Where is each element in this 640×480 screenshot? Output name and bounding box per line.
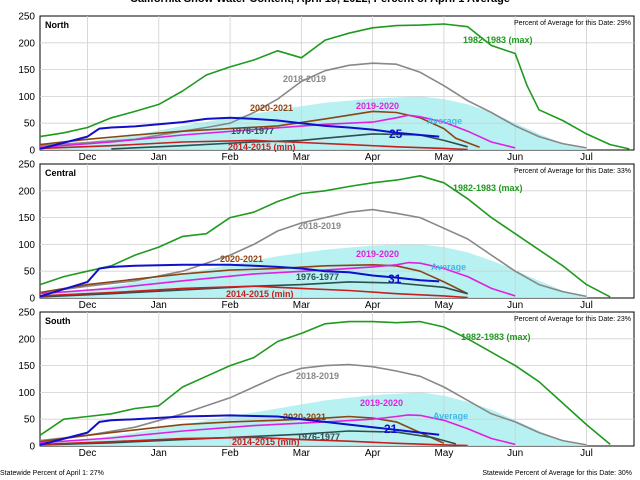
south-current-value: 21 <box>384 422 398 436</box>
central-series-label: 2018-2019 <box>298 221 341 231</box>
footer-statewide-date: Statewide Percent of Average for this Da… <box>482 470 632 477</box>
south-series-1976-1977 <box>39 430 457 446</box>
north-series-label: 2019-2020 <box>356 101 399 111</box>
north-series-label: 2018-2019 <box>283 74 326 84</box>
central-current-value: 31 <box>388 272 402 286</box>
south-ytick-label: 250 <box>18 308 35 319</box>
central-series-2021-2022 <box>39 263 440 298</box>
north-ytick-label: 0 <box>29 146 35 157</box>
south-series-label: 2020-2021 <box>283 412 326 422</box>
south-xtick-label: Dec <box>79 448 97 459</box>
north-ytick-label: 250 <box>18 12 35 23</box>
south-series-label: 2014-2015 (min) <box>232 437 300 447</box>
north-series-1982-1983-max- <box>39 23 630 150</box>
south-xtick-label: Jul <box>580 448 593 459</box>
north-xtick-label: May <box>434 152 453 163</box>
south-region-label: South <box>45 316 71 326</box>
south-ytick-label: 100 <box>18 388 35 399</box>
south-series-2014-2015-min- <box>39 436 468 447</box>
north-ytick-label: 100 <box>18 92 35 103</box>
south-series-2018-2019 <box>39 363 587 446</box>
north-percent-text: Percent of Average for this Date: 29% <box>514 20 631 27</box>
north-xtick-label: Apr <box>365 152 381 163</box>
central-xtick-label: Jun <box>507 300 523 311</box>
central-series-label: 2019-2020 <box>356 249 399 259</box>
north-xtick-label: Jul <box>580 152 593 163</box>
north-current-value: 25 <box>389 127 403 141</box>
central-series-2018-2019 <box>39 208 587 298</box>
south-series-label: 1976-1977 <box>297 432 340 442</box>
south-series-2019-2020 <box>39 414 516 446</box>
central-series-1982-1983-max- <box>39 175 611 298</box>
central-series-label: 2014-2015 (min) <box>226 289 294 299</box>
chart-title: California Snow Water Content, April 19,… <box>130 0 510 5</box>
central-ytick-label: 0 <box>29 294 35 305</box>
footer-statewide-april1: Statewide Percent of April 1: 27% <box>0 470 104 477</box>
south-xtick-label: Feb <box>221 448 239 459</box>
south-ytick-label: 150 <box>18 361 35 372</box>
central-ytick-label: 200 <box>18 186 35 197</box>
north-series-2021-2022 <box>39 116 440 150</box>
north-series-2014-2015-min- <box>39 139 468 151</box>
north-series-label: 1982-1983 (max) <box>463 35 533 45</box>
south-ytick-label: 0 <box>29 442 35 453</box>
central-ytick-label: 250 <box>18 160 35 171</box>
central-series-label: 2020-2021 <box>220 254 263 264</box>
north-series-label: 2020-2021 <box>250 103 293 113</box>
north-ytick-label: 50 <box>24 119 36 130</box>
central-xtick-label: Dec <box>79 300 97 311</box>
central-xtick-label: Mar <box>293 300 311 311</box>
north-xtick-label: Dec <box>79 152 97 163</box>
south-series-label: 1982-1983 (max) <box>461 332 531 342</box>
central-series-2014-2015-min- <box>39 285 468 299</box>
north-series-1976-1977 <box>111 133 468 150</box>
north-series-label: 1976-1977 <box>231 126 274 136</box>
central-xtick-label: Feb <box>221 300 239 311</box>
central-series-2019-2020 <box>39 261 516 297</box>
central-ytick-label: 150 <box>18 213 35 224</box>
north-series-2020-2021 <box>39 110 480 149</box>
central-ytick-label: 50 <box>24 267 36 278</box>
south-ytick-label: 50 <box>24 415 36 426</box>
central-xtick-label: Jan <box>151 300 167 311</box>
central-xtick-label: Apr <box>365 300 381 311</box>
central-average-label: Average <box>431 262 466 272</box>
south-xtick-label: Jun <box>507 448 523 459</box>
south-xtick-label: Mar <box>293 448 311 459</box>
north-xtick-label: Mar <box>293 152 311 163</box>
central-xtick-label: Jul <box>580 300 593 311</box>
south-series-2021-2022 <box>39 414 440 446</box>
central-series-2020-2021 <box>39 264 469 295</box>
central-ytick-label: 100 <box>18 240 35 251</box>
south-ytick-label: 200 <box>18 334 35 345</box>
south-series-label: 2018-2019 <box>296 371 339 381</box>
north-xtick-label: Feb <box>221 152 239 163</box>
central-region-label: Central <box>45 168 76 178</box>
central-series-label: 1976-1977 <box>296 272 339 282</box>
north-xtick-label: Jan <box>151 152 167 163</box>
north-ytick-label: 150 <box>18 65 35 76</box>
central-series-label: 1982-1983 (max) <box>453 183 523 193</box>
north-series-label: 2014-2015 (min) <box>228 142 296 152</box>
south-average-label: Average <box>433 411 468 421</box>
north-average-label: Average <box>427 116 462 126</box>
central-xtick-label: May <box>434 300 453 311</box>
north-region-label: North <box>45 20 69 30</box>
north-xtick-label: Jun <box>507 152 523 163</box>
south-percent-text: Percent of Average for this Date: 23% <box>514 316 631 323</box>
south-series-1982-1983-max- <box>39 320 611 446</box>
south-xtick-label: Jan <box>151 448 167 459</box>
north-ytick-label: 200 <box>18 38 35 49</box>
north-series-2019-2020 <box>39 114 516 149</box>
central-percent-text: Percent of Average for this Date: 33% <box>514 168 631 175</box>
south-xtick-label: May <box>434 448 453 459</box>
south-series-label: 2019-2020 <box>360 398 403 408</box>
south-xtick-label: Apr <box>365 448 381 459</box>
central-series-1976-1977 <box>39 281 468 298</box>
